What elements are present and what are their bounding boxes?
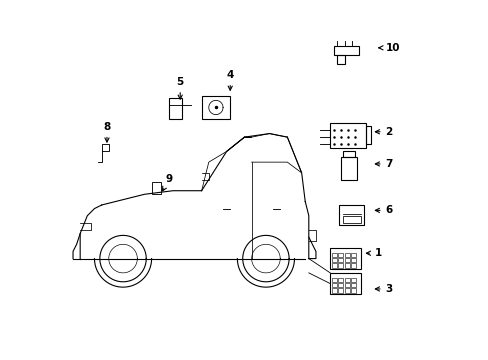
- Text: 10: 10: [378, 43, 399, 53]
- Text: 7: 7: [375, 159, 392, 169]
- Text: 3: 3: [375, 284, 392, 294]
- Text: 9: 9: [162, 174, 173, 191]
- Text: 1: 1: [366, 248, 381, 258]
- Text: 6: 6: [375, 205, 392, 215]
- Text: 2: 2: [375, 127, 392, 137]
- Text: 8: 8: [103, 122, 110, 142]
- Text: 4: 4: [226, 70, 233, 90]
- Text: 5: 5: [176, 77, 183, 99]
